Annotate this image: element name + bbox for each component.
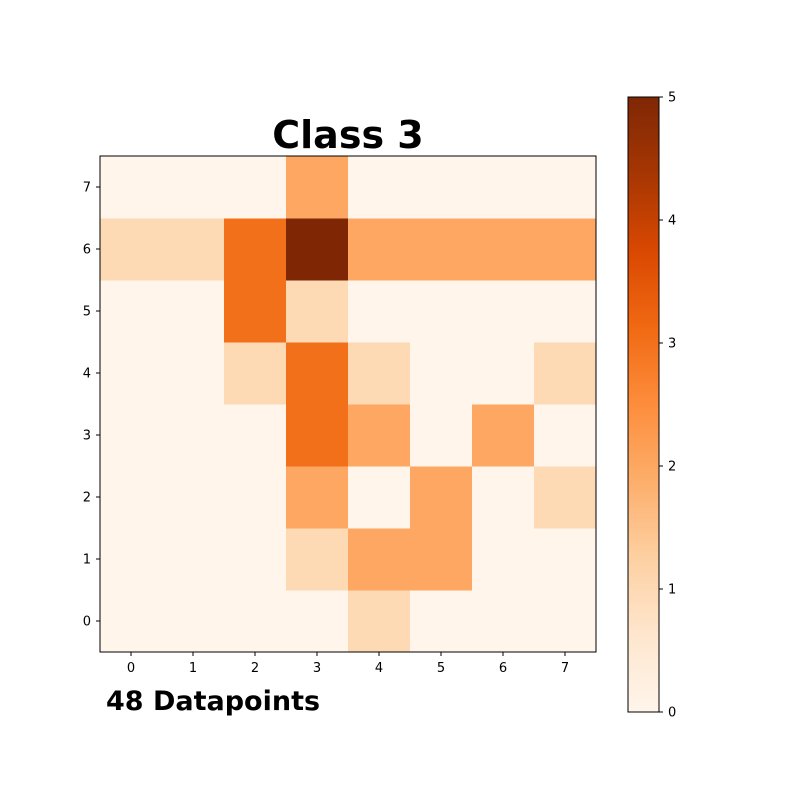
heatmap-cell bbox=[348, 218, 411, 281]
heatmap-cell bbox=[410, 590, 473, 653]
y-tick-label: 7 bbox=[83, 181, 91, 196]
heatmap-cell bbox=[162, 156, 225, 219]
heatmap-cell bbox=[224, 218, 287, 281]
heatmap-cell bbox=[100, 342, 163, 405]
heatmap-cell bbox=[224, 590, 287, 653]
heatmap-cell bbox=[100, 404, 163, 467]
heatmap-cell bbox=[410, 156, 473, 219]
heatmap-cell bbox=[162, 528, 225, 591]
heatmap-cell bbox=[534, 590, 597, 653]
y-tick-label: 1 bbox=[83, 553, 91, 568]
x-tick-label: 3 bbox=[313, 661, 321, 676]
heatmap-cell bbox=[162, 342, 225, 405]
heatmap-cell bbox=[410, 528, 473, 591]
heatmap-cell bbox=[286, 280, 349, 343]
heatmap-cell bbox=[286, 528, 349, 591]
heatmap-cell bbox=[534, 156, 597, 219]
x-tick-label: 6 bbox=[499, 661, 507, 676]
heatmap-cell bbox=[534, 218, 597, 281]
heatmap-cell bbox=[100, 528, 163, 591]
heatmap-cell bbox=[472, 218, 535, 281]
plot-frame bbox=[99, 155, 597, 653]
heatmap-cell bbox=[410, 280, 473, 343]
heatmap-cell bbox=[100, 280, 163, 343]
heatmap-cell bbox=[224, 404, 287, 467]
y-tick-label: 5 bbox=[83, 305, 91, 320]
heatmap-cell bbox=[534, 528, 597, 591]
heatmap-cell bbox=[224, 342, 287, 405]
heatmap-cell bbox=[534, 466, 597, 529]
colorbar-tick-label: 2 bbox=[668, 460, 676, 475]
heatmap-cell bbox=[348, 342, 411, 405]
heatmap-cell bbox=[472, 156, 535, 219]
x-axis: 0 1 2 3 4 5 6 7 bbox=[127, 652, 569, 676]
y-tick-label: 6 bbox=[83, 243, 91, 258]
heatmap-cell bbox=[162, 218, 225, 281]
chart-title: Class 3 bbox=[272, 113, 423, 157]
heatmap-cell bbox=[286, 218, 349, 281]
y-tick-label: 4 bbox=[83, 367, 91, 382]
heatmap-cell bbox=[162, 404, 225, 467]
heatmap-cell bbox=[224, 156, 287, 219]
x-tick-label: 1 bbox=[189, 661, 197, 676]
heatmap-cell bbox=[472, 280, 535, 343]
heatmap-cells bbox=[100, 156, 597, 653]
heatmap-cell bbox=[534, 404, 597, 467]
x-tick-label: 4 bbox=[375, 661, 383, 676]
y-axis: 0 1 2 3 4 5 6 7 bbox=[83, 181, 100, 630]
colorbar-tick-label: 4 bbox=[668, 214, 676, 229]
heatmap-cell bbox=[472, 466, 535, 529]
heatmap-cell bbox=[100, 218, 163, 281]
heatmap-cell bbox=[534, 342, 597, 405]
heatmap-cell bbox=[348, 466, 411, 529]
heatmap-cell bbox=[286, 342, 349, 405]
datapoint-count: 48 Datapoints bbox=[106, 686, 321, 717]
x-tick-label: 5 bbox=[437, 661, 445, 676]
heatmap-cell bbox=[534, 280, 597, 343]
heatmap-cell bbox=[224, 466, 287, 529]
colorbar bbox=[627, 96, 660, 713]
heatmap-cell bbox=[410, 404, 473, 467]
heatmap-cell bbox=[286, 590, 349, 653]
heatmap-cell bbox=[286, 156, 349, 219]
heatmap-cell bbox=[348, 404, 411, 467]
heatmap-cell bbox=[348, 590, 411, 653]
heatmap-cell bbox=[100, 156, 163, 219]
y-tick-label: 2 bbox=[83, 491, 91, 506]
colorbar-tick-label: 3 bbox=[668, 337, 676, 352]
heatmap-cell bbox=[410, 218, 473, 281]
heatmap-cell bbox=[410, 342, 473, 405]
heatmap-cell bbox=[472, 342, 535, 405]
heatmap-cell bbox=[100, 466, 163, 529]
heatmap-cell bbox=[100, 590, 163, 653]
heatmap-cell bbox=[286, 466, 349, 529]
heatmap-cell bbox=[162, 280, 225, 343]
heatmap-cell bbox=[472, 404, 535, 467]
heatmap-cell bbox=[348, 280, 411, 343]
y-tick-label: 3 bbox=[83, 429, 91, 444]
colorbar-tick-label: 1 bbox=[668, 583, 676, 598]
heatmap-cell bbox=[410, 466, 473, 529]
x-tick-label: 7 bbox=[561, 661, 569, 676]
x-tick-label: 2 bbox=[251, 661, 259, 676]
heatmap-cell bbox=[162, 466, 225, 529]
heatmap-cell bbox=[472, 528, 535, 591]
heatmap-cell bbox=[224, 528, 287, 591]
heatmap-cell bbox=[224, 280, 287, 343]
y-tick-label: 0 bbox=[83, 615, 91, 630]
colorbar-tick-label: 0 bbox=[668, 706, 676, 721]
x-tick-label: 0 bbox=[127, 661, 135, 676]
heatmap-cell bbox=[348, 156, 411, 219]
heatmap-cell bbox=[348, 528, 411, 591]
colorbar-axis: 0 1 2 3 4 5 bbox=[659, 91, 676, 721]
heatmap-cell bbox=[162, 590, 225, 653]
heatmap-cell bbox=[286, 404, 349, 467]
heatmap-cell bbox=[472, 590, 535, 653]
colorbar-tick-label: 5 bbox=[668, 91, 676, 106]
